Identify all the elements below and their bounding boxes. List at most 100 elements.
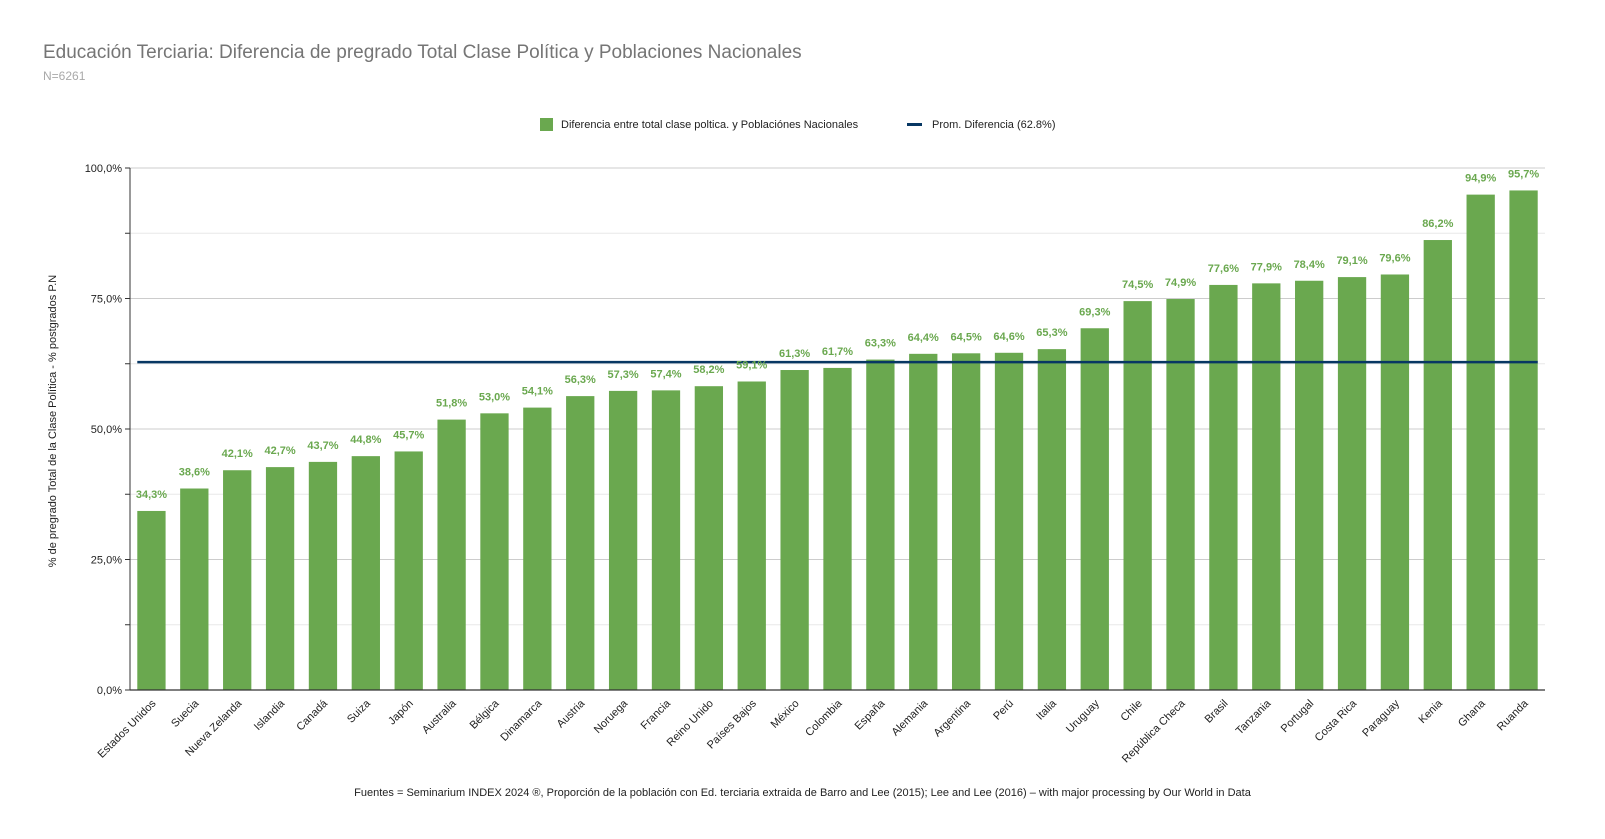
bar [1466,194,1495,690]
bar [308,461,338,690]
data-label: 78,4% [1294,259,1325,271]
x-tick-label: Japón [386,698,416,728]
bar [1037,349,1067,690]
bar [866,359,895,690]
data-label: 58,2% [693,364,724,376]
bar [1423,240,1452,690]
bar [523,407,552,690]
data-label: 64,6% [993,331,1024,343]
y-tick-label: 0,0% [97,685,122,697]
bar [437,419,466,690]
data-label: 42,7% [264,445,295,457]
bar [737,381,766,690]
legend-line-label: Prom. Diferencia (62.8%) [932,119,1056,131]
data-label: 34,3% [136,489,167,501]
data-label: 79,6% [1379,252,1410,264]
x-tick-label: Islandia [252,697,288,733]
data-label: 51,8% [436,398,467,410]
legend-bar-label: Diferencia entre total clase poltica. y … [561,119,859,131]
x-tick-label: Paraguay [1360,697,1402,739]
bar [137,510,166,690]
data-label: 45,7% [393,429,424,441]
x-tick-label: Argentina [931,697,973,739]
data-label: 56,3% [565,374,596,386]
x-tick-label: Italia [1034,697,1060,723]
bar [566,396,595,690]
data-label: 79,1% [1336,255,1367,267]
bar [1380,274,1410,690]
x-tick-label: Brasil [1203,698,1231,726]
data-label: 61,3% [779,348,810,360]
data-label: 53,0% [479,391,510,403]
y-tick-label: 100,0% [85,163,123,175]
bar [994,352,1024,690]
x-tick-label: Francia [639,697,674,732]
data-label: 86,2% [1422,218,1453,230]
bar [1123,301,1152,690]
bar [180,488,209,690]
data-label: 95,7% [1508,168,1539,180]
bar [1337,277,1367,690]
bar [608,390,638,690]
bar [694,386,724,690]
x-tick-label: Uruguay [1064,697,1102,735]
bar [1209,284,1238,690]
legend-bar-swatch [540,118,553,131]
x-tick-label: Bélgica [468,697,503,732]
chart-subtitle: N=6261 [43,69,86,83]
x-tick-label: Suiza [345,697,374,726]
x-tick-label: Tanzania [1234,697,1274,737]
bar [480,413,509,690]
data-label: 94,9% [1465,173,1496,185]
x-tick-label: España [853,697,888,732]
bar [223,470,252,690]
y-tick-label: 50,0% [91,424,122,436]
data-label: 77,6% [1208,263,1239,275]
data-label: 44,8% [350,434,381,446]
y-tick-label: 25,0% [91,555,122,567]
data-label: 43,7% [307,440,338,452]
bar [909,353,938,690]
bar [1509,190,1538,691]
bar [1166,299,1195,690]
x-tick-label: Australia [420,697,459,736]
data-label: 38,6% [179,467,210,479]
bar [1080,328,1109,690]
y-tick-label: 75,0% [91,294,122,306]
bar [651,390,681,690]
source-footer: Fuentes = Seminarium INDEX 2024 ®, Propo… [354,787,1251,799]
data-label: 42,1% [222,448,253,460]
x-tick-label: Ruanda [1495,697,1531,733]
x-tick-label: Ghana [1456,697,1488,729]
data-label: 74,5% [1122,279,1153,291]
legend-line-swatch [907,123,922,126]
chart-title: Educación Terciaria: Diferencia de pregr… [43,42,802,63]
data-label: 77,9% [1251,261,1282,273]
data-label: 65,3% [1036,327,1067,339]
y-axis-label: % de pregrado Total de la Clase Política… [47,275,59,568]
bar [394,451,423,690]
bar [265,467,295,690]
data-label: 64,5% [951,331,982,343]
bar [951,353,981,690]
data-label: 61,7% [822,346,853,358]
bar [1295,280,1324,690]
x-tick-label: Estados Unidos [96,697,159,760]
x-tick-label: Austria [555,697,588,730]
data-label: 64,4% [908,332,939,344]
data-label: 54,1% [522,386,553,398]
x-tick-label: Alemania [889,697,931,739]
bar [1252,283,1281,690]
data-label: 59,1% [736,359,767,371]
x-tick-label: Suecia [169,697,202,730]
data-labels: 34,3% 38,6% 42,1% 42,7% 43,7% 44,8% 45,7% 51,8%… [136,168,1540,501]
legend: Diferencia entre total clase poltica. y … [540,118,1056,131]
bar [780,370,809,690]
bar [823,367,852,690]
x-tick-label: Dinamarca [498,697,545,744]
bar [351,456,380,690]
data-label: 57,4% [650,368,681,380]
bars [137,190,1538,691]
